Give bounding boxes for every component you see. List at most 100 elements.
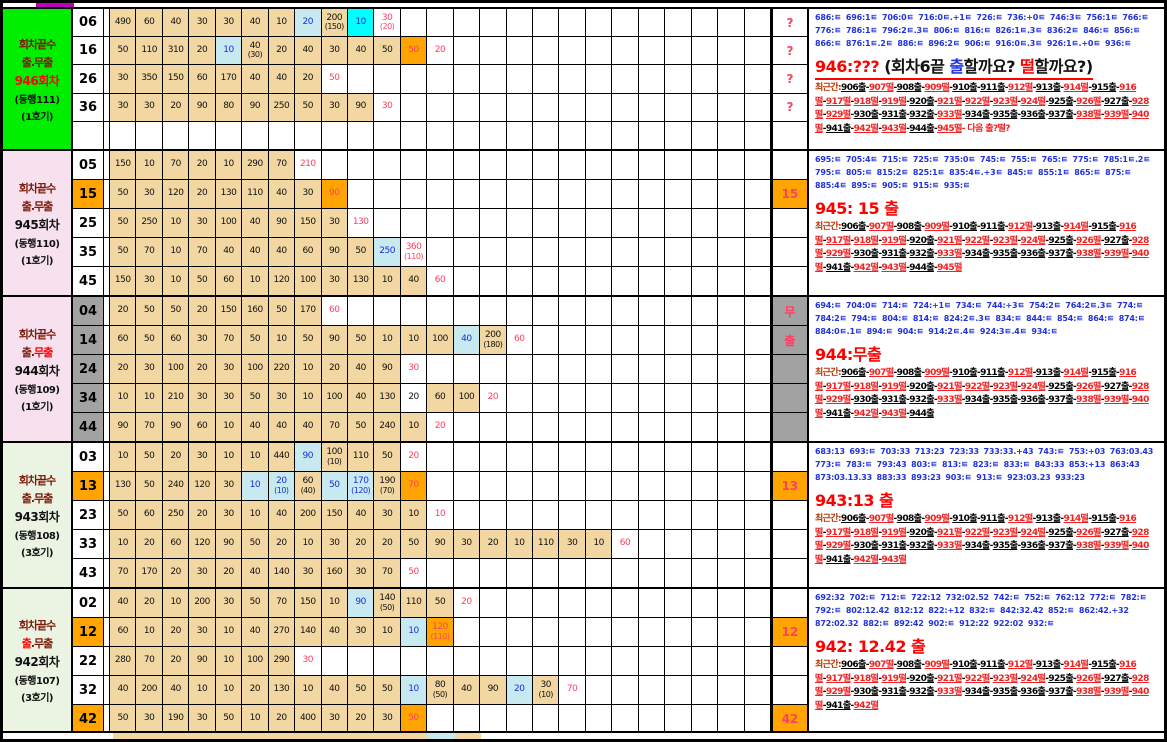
row-header-45[interactable]: 45 — [73, 267, 104, 296]
value-cell[interactable] — [638, 501, 666, 530]
value-cell[interactable]: 130 — [110, 472, 137, 501]
value-cell[interactable] — [612, 647, 639, 675]
value-cell[interactable] — [718, 9, 745, 37]
value-cell[interactable] — [453, 413, 481, 442]
value-cell[interactable] — [453, 238, 481, 267]
value-cell[interactable]: 20 — [506, 676, 533, 704]
value-cell[interactable]: 50 — [110, 180, 137, 209]
value-cell[interactable] — [665, 384, 692, 413]
value-cell[interactable]: 40 — [242, 413, 269, 442]
value-cell[interactable] — [638, 297, 666, 326]
value-cell[interactable]: 150 — [321, 501, 348, 530]
value-cell[interactable] — [665, 297, 692, 326]
marker-cell[interactable] — [770, 121, 807, 150]
row-header-36[interactable]: 36 — [73, 93, 104, 121]
value-cell[interactable]: 100 (10) — [321, 443, 348, 472]
marker-cell[interactable] — [770, 413, 807, 442]
value-cell[interactable] — [400, 180, 428, 209]
value-cell[interactable]: 30 — [136, 180, 163, 209]
value-cell[interactable]: 50 — [427, 589, 454, 617]
value-cell[interactable]: 70 — [162, 151, 190, 180]
value-cell[interactable] — [559, 355, 586, 384]
value-cell[interactable]: 90 — [321, 326, 348, 355]
value-cell[interactable]: 50 — [136, 443, 163, 472]
row-header-42[interactable]: 42 — [73, 705, 104, 733]
value-cell[interactable]: 20 — [189, 355, 216, 384]
marker-cell[interactable] — [770, 647, 807, 675]
value-cell[interactable]: 30 — [374, 501, 401, 530]
value-cell[interactable] — [585, 238, 613, 267]
value-cell[interactable] — [189, 121, 216, 150]
value-cell[interactable]: 120 (110) — [427, 618, 454, 646]
value-cell[interactable] — [400, 65, 428, 93]
marker-cell[interactable]: 무 — [770, 297, 807, 326]
value-cell[interactable]: 50 — [374, 443, 401, 472]
value-cell[interactable] — [638, 676, 666, 704]
value-cell[interactable] — [427, 705, 454, 733]
value-cell[interactable] — [638, 37, 666, 65]
value-cell[interactable]: 20 — [480, 384, 507, 413]
value-cell[interactable]: 30 — [321, 209, 348, 238]
value-cell[interactable] — [427, 238, 454, 267]
value-cell[interactable]: 290 — [242, 151, 269, 180]
value-cell[interactable] — [480, 413, 507, 442]
value-cell[interactable]: 20 — [427, 37, 454, 65]
value-cell[interactable]: 60 — [136, 501, 163, 530]
value-cell[interactable]: 20 — [347, 705, 375, 733]
value-cell[interactable]: 40 — [295, 37, 322, 65]
value-cell[interactable]: 70 — [321, 413, 348, 442]
value-cell[interactable]: 60 — [612, 530, 639, 559]
value-cell[interactable]: 50 — [321, 65, 348, 93]
value-cell[interactable] — [506, 559, 533, 588]
value-cell[interactable] — [665, 589, 692, 617]
value-cell[interactable] — [638, 384, 666, 413]
value-cell[interactable] — [480, 180, 507, 209]
value-cell[interactable]: 200 (180) — [480, 326, 507, 355]
value-cell[interactable] — [691, 93, 719, 121]
value-cell[interactable] — [665, 326, 692, 355]
value-cell[interactable] — [400, 93, 428, 121]
value-cell[interactable] — [585, 443, 613, 472]
value-cell[interactable] — [506, 93, 533, 121]
value-cell[interactable] — [480, 267, 507, 296]
value-cell[interactable]: 130 — [374, 384, 401, 413]
value-cell[interactable]: 10 — [242, 501, 269, 530]
value-cell[interactable]: 310 — [162, 37, 190, 65]
value-cell[interactable]: 50 — [136, 297, 163, 326]
value-cell[interactable]: 30 — [189, 705, 216, 733]
value-cell[interactable] — [533, 9, 560, 37]
value-cell[interactable]: 60 — [110, 326, 137, 355]
value-cell[interactable]: 290 — [268, 647, 296, 675]
value-cell[interactable] — [321, 121, 348, 150]
value-cell[interactable] — [665, 121, 692, 150]
value-cell[interactable] — [533, 705, 560, 733]
value-cell[interactable]: 50 — [110, 501, 137, 530]
value-cell[interactable]: 210 — [295, 151, 322, 180]
value-cell[interactable]: 40 — [242, 618, 269, 646]
value-cell[interactable]: 90 — [321, 180, 348, 209]
value-cell[interactable] — [559, 93, 586, 121]
value-cell[interactable] — [559, 65, 586, 93]
value-cell[interactable] — [638, 326, 666, 355]
value-cell[interactable] — [691, 209, 719, 238]
value-cell[interactable] — [691, 705, 719, 733]
value-cell[interactable]: 10 — [162, 209, 190, 238]
value-cell[interactable]: 10 — [215, 413, 243, 442]
marker-cell[interactable] — [770, 384, 807, 413]
value-cell[interactable]: 40 — [321, 676, 348, 704]
marker-cell[interactable]: ? — [770, 9, 807, 37]
value-cell[interactable]: 50 — [347, 413, 375, 442]
value-cell[interactable] — [374, 647, 401, 675]
value-cell[interactable] — [665, 180, 692, 209]
value-cell[interactable]: 20 — [427, 413, 454, 442]
value-cell[interactable] — [744, 705, 771, 733]
value-cell[interactable] — [533, 238, 560, 267]
value-cell[interactable] — [665, 413, 692, 442]
value-cell[interactable] — [718, 121, 745, 150]
value-cell[interactable] — [506, 413, 533, 442]
value-cell[interactable]: 150 — [215, 297, 243, 326]
value-cell[interactable] — [533, 93, 560, 121]
value-cell[interactable] — [744, 472, 771, 501]
row-header-04[interactable]: 04 — [73, 297, 104, 326]
value-cell[interactable] — [559, 705, 586, 733]
